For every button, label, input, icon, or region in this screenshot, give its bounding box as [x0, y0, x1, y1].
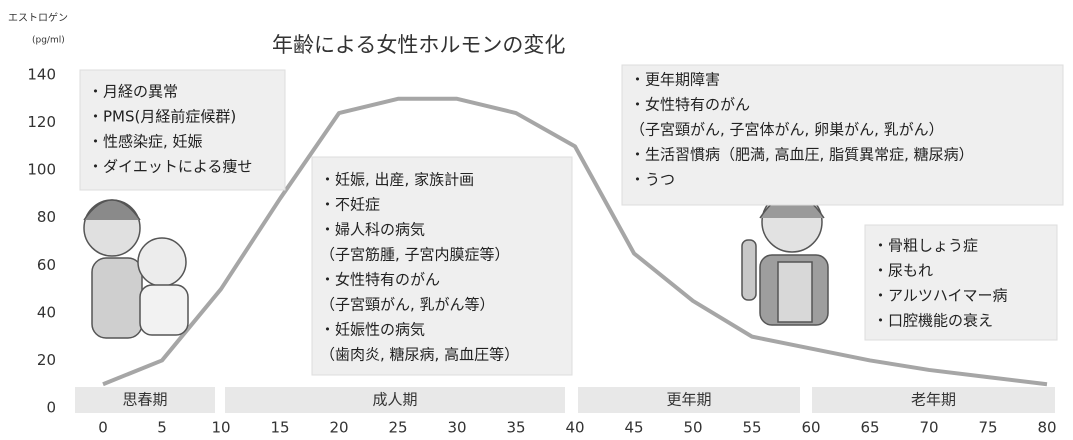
- x-tick-label: 80: [1037, 419, 1056, 437]
- annotation-text: ・不妊症: [320, 196, 380, 214]
- x-tick-label: 20: [329, 419, 348, 437]
- annotation-text: ・骨粗しょう症: [873, 237, 978, 255]
- x-tick-label: 35: [506, 419, 525, 437]
- y-tick-label: 0: [46, 399, 56, 417]
- annotation-text: ・うつ: [630, 171, 675, 189]
- chart-title: 年齢による女性ホルモンの変化: [272, 33, 565, 57]
- annotation-text: ・PMS(月経前症候群): [88, 108, 236, 126]
- annotation-text: ・月経の異常: [88, 83, 178, 101]
- phase-label: 老年期: [911, 391, 956, 409]
- line-series: [102, 96, 1048, 387]
- phase-band: [812, 387, 1055, 413]
- annotation-text: ・妊娠, 出産, 家族計画: [320, 171, 474, 189]
- annotation-text: ・アルツハイマー病: [873, 287, 1008, 305]
- phase-label: 思春期: [122, 391, 167, 409]
- x-tick-label: 0: [98, 419, 108, 437]
- x-tick-label: 45: [624, 419, 643, 437]
- phase-band: [75, 387, 215, 413]
- annotation-text: ・女性特有のがん: [630, 96, 750, 114]
- phase-label: 更年期: [666, 391, 711, 409]
- x-tick-label: 5: [157, 419, 167, 437]
- x-tick-label: 40: [565, 419, 584, 437]
- annotation-text: ・尿もれ: [873, 262, 933, 280]
- y-tick-label: 140: [27, 66, 56, 84]
- y-tick-label: 60: [37, 256, 56, 274]
- x-tick-label: 65: [860, 419, 879, 437]
- y-axis-title: エストロゲン: [8, 12, 68, 24]
- annotation-text: （歯肉炎, 糖尿病, 高血圧等）: [320, 346, 519, 364]
- y-tick-label: 100: [27, 161, 56, 179]
- annotation-box: [621, 64, 1064, 206]
- phase-label: 成人期: [372, 391, 417, 409]
- annotation-text: （子宮頸がん, 子宮体がん, 卵巣がん, 乳がん）: [630, 121, 944, 139]
- annotation-box: [311, 156, 573, 376]
- phase-band: [578, 387, 800, 413]
- x-tick-label: 25: [388, 419, 407, 437]
- annotation-text: ・性感染症, 妊娠: [88, 133, 203, 151]
- x-tick-label: 30: [447, 419, 466, 437]
- y-tick-label: 120: [27, 113, 56, 131]
- x-tick-label: 10: [211, 419, 230, 437]
- annotation-text: ・女性特有のがん: [320, 271, 440, 289]
- y-axis-unit: (pg/ml): [32, 36, 65, 46]
- annotation-text: （子宮頸がん, 乳がん等）: [320, 296, 495, 314]
- annotation-text: （子宮筋腫, 子宮内膜症等）: [320, 246, 510, 264]
- annotation-text: ・婦人科の病気: [320, 221, 425, 239]
- annotation-box: [79, 69, 286, 191]
- annotation-box: [864, 224, 1058, 341]
- x-tick-label: 55: [742, 419, 761, 437]
- annotation-text: ・生活習慣病（肥満, 高血圧, 脂質異常症, 糖尿病）: [630, 146, 974, 164]
- y-tick-label: 80: [37, 208, 56, 226]
- phase-band: [225, 387, 565, 413]
- y-tick-label: 20: [37, 351, 56, 369]
- illustrations: [83, 191, 829, 339]
- x-tick-label: 75: [978, 419, 997, 437]
- x-tick-label: 50: [683, 419, 702, 437]
- x-tick-label: 15: [270, 419, 289, 437]
- annotation-text: ・口腔機能の衰え: [873, 312, 993, 330]
- annotation-text: ・妊娠性の病気: [320, 321, 425, 339]
- y-tick-label: 40: [37, 303, 56, 321]
- x-tick-label: 70: [919, 419, 938, 437]
- annotation-text: ・更年期障害: [630, 71, 720, 89]
- annotation-text: ・ダイエットによる痩せ: [88, 158, 252, 176]
- x-tick-label: 60: [801, 419, 820, 437]
